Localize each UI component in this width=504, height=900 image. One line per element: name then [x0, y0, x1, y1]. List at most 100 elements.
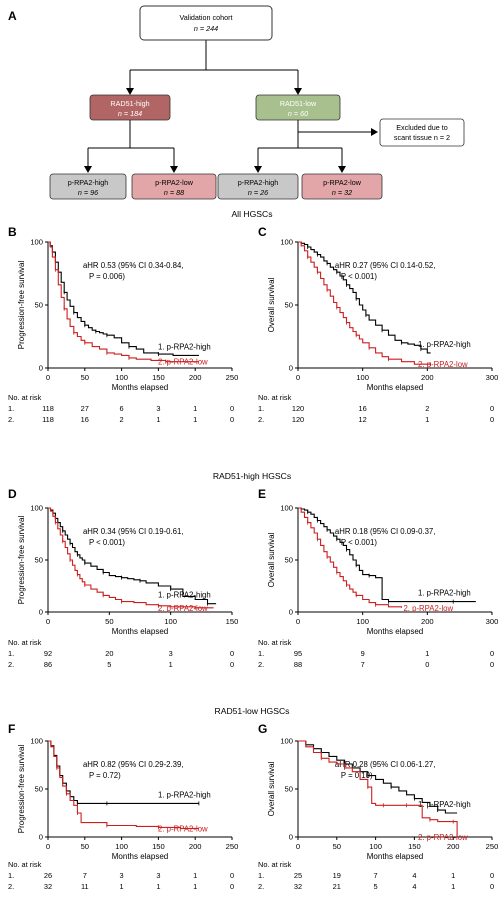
series-high-line [48, 241, 199, 356]
x-tick-label: 150 [152, 842, 165, 851]
hazard-ratio-text: aHR 0.18 (95% CI 0.09-0.37, [335, 527, 436, 536]
p-value-text: P < 0.001) [341, 538, 377, 547]
risk-value: 32 [44, 882, 52, 891]
risk-row-label: 1. [258, 404, 264, 413]
x-axis-title: Months elapsed [112, 383, 168, 392]
x-axis-title: Months elapsed [367, 627, 423, 636]
risk-value: 118 [42, 415, 54, 424]
risk-value: 118 [42, 404, 54, 413]
risk-value: 3 [120, 871, 124, 880]
risk-row-label: 2. [258, 415, 264, 424]
risk-row-label: 1. [258, 649, 264, 658]
legend-high: 1. p-RPA2-high [418, 800, 471, 809]
panel-letter-g: G [258, 722, 267, 736]
risk-value: 11 [81, 882, 89, 891]
risk-value: 0 [490, 882, 494, 891]
series-high-line [298, 507, 476, 603]
x-tick-label: 200 [421, 373, 434, 382]
risk-value: 0 [230, 415, 234, 424]
panel-letter-b: B [8, 225, 17, 239]
leaf-n: n = 96 [78, 188, 98, 197]
y-axis-title: Overall survival [267, 761, 276, 816]
risk-value: 7 [83, 871, 87, 880]
y-axis-title: Overall survival [267, 532, 276, 587]
x-tick-label: 250 [226, 373, 239, 382]
p-value-text: P < 0.001) [89, 538, 125, 547]
y-tick-label: 0 [289, 364, 293, 373]
y-tick-label: 50 [285, 556, 293, 565]
y-tick-label: 0 [289, 833, 293, 842]
leaf-title: p-RPA2-low [323, 178, 362, 187]
x-tick-label: 300 [486, 617, 499, 626]
risk-row-label: 2. [258, 660, 264, 669]
risk-value: 3 [156, 871, 160, 880]
rad51-low-n: n = 60 [288, 109, 308, 118]
section-title-rad51-low: RAD51-low HGSCs [215, 706, 290, 716]
y-tick-label: 50 [35, 785, 43, 794]
risk-value: 16 [359, 404, 367, 413]
risk-value: 1 [451, 871, 455, 880]
risk-value: 0 [490, 415, 494, 424]
x-tick-label: 200 [421, 617, 434, 626]
risk-value: 1 [193, 871, 197, 880]
panel-letter-c: C [258, 225, 267, 239]
x-tick-label: 200 [189, 373, 202, 382]
risk-value: 5 [107, 660, 111, 669]
series-low-line [48, 740, 199, 829]
series-high-line [298, 241, 431, 354]
hazard-ratio-text: aHR 0.82 (95% CI 0.29-2.39, [83, 760, 184, 769]
leaf-title: p-RPA2-high [238, 178, 279, 187]
risk-value: 0 [230, 871, 234, 880]
legend-high: 1. p-RPA2-high [418, 340, 471, 349]
y-tick-label: 100 [280, 737, 293, 746]
y-tick-label: 100 [30, 737, 43, 746]
risk-value: 25 [294, 871, 302, 880]
legend-high: 1. p-RPA2-high [158, 342, 211, 351]
flow-box-rad51-high: RAD51-high n = 184 [89, 94, 171, 121]
series-low-line [298, 507, 403, 608]
panel-letter-f: F [8, 722, 15, 736]
rad51-low-title: RAD51-low [280, 99, 317, 108]
risk-row-label: 2. [8, 415, 14, 424]
hazard-ratio-text: aHR 0.27 (95% CI 0.14-0.52, [335, 261, 436, 270]
excluded-line1: Excluded due to [396, 123, 448, 132]
risk-value: 4 [412, 882, 416, 891]
series-low-line [48, 241, 199, 363]
y-tick-label: 0 [39, 364, 43, 373]
cohort-n: n = 244 [194, 24, 218, 33]
risk-value: 1 [193, 404, 197, 413]
x-tick-label: 50 [105, 617, 113, 626]
flow-box-leaf-3: p-RPA2-high n = 26 [217, 173, 299, 200]
risk-value: 120 [292, 404, 304, 413]
x-tick-label: 100 [356, 373, 369, 382]
flow-box-cohort: Validation cohort n = 244 [139, 5, 273, 41]
x-tick-label: 150 [152, 373, 165, 382]
p-value-text: P = 0.10) [341, 771, 373, 780]
flow-box-leaf-1: p-RPA2-high n = 96 [49, 173, 127, 200]
legend-low: 2. p-RPA2-low [158, 358, 208, 367]
risk-row-label: 1. [8, 871, 14, 880]
risk-value: 120 [292, 415, 304, 424]
risk-value: 12 [359, 415, 367, 424]
legend-low: 2. p-RPA2-low [418, 360, 468, 369]
arrowhead-icon [170, 166, 178, 173]
risk-value: 4 [412, 871, 416, 880]
x-tick-label: 0 [296, 617, 300, 626]
risk-value: 1 [425, 415, 429, 424]
risk-value: 1 [169, 660, 173, 669]
arrowhead-icon [254, 166, 262, 173]
y-axis-title: Progression-free survival [17, 516, 26, 605]
legend-high: 1. p-RPA2-high [158, 591, 211, 600]
series-low-line [48, 507, 214, 609]
risk-value: 21 [333, 882, 341, 891]
flow-box-excluded: Excluded due to scant tissue n = 2 [379, 118, 465, 147]
risk-value: 0 [230, 404, 234, 413]
x-tick-label: 0 [46, 842, 50, 851]
risk-table-header: No. at risk [258, 860, 292, 869]
series-low-line [298, 241, 431, 365]
risk-value: 1 [451, 882, 455, 891]
